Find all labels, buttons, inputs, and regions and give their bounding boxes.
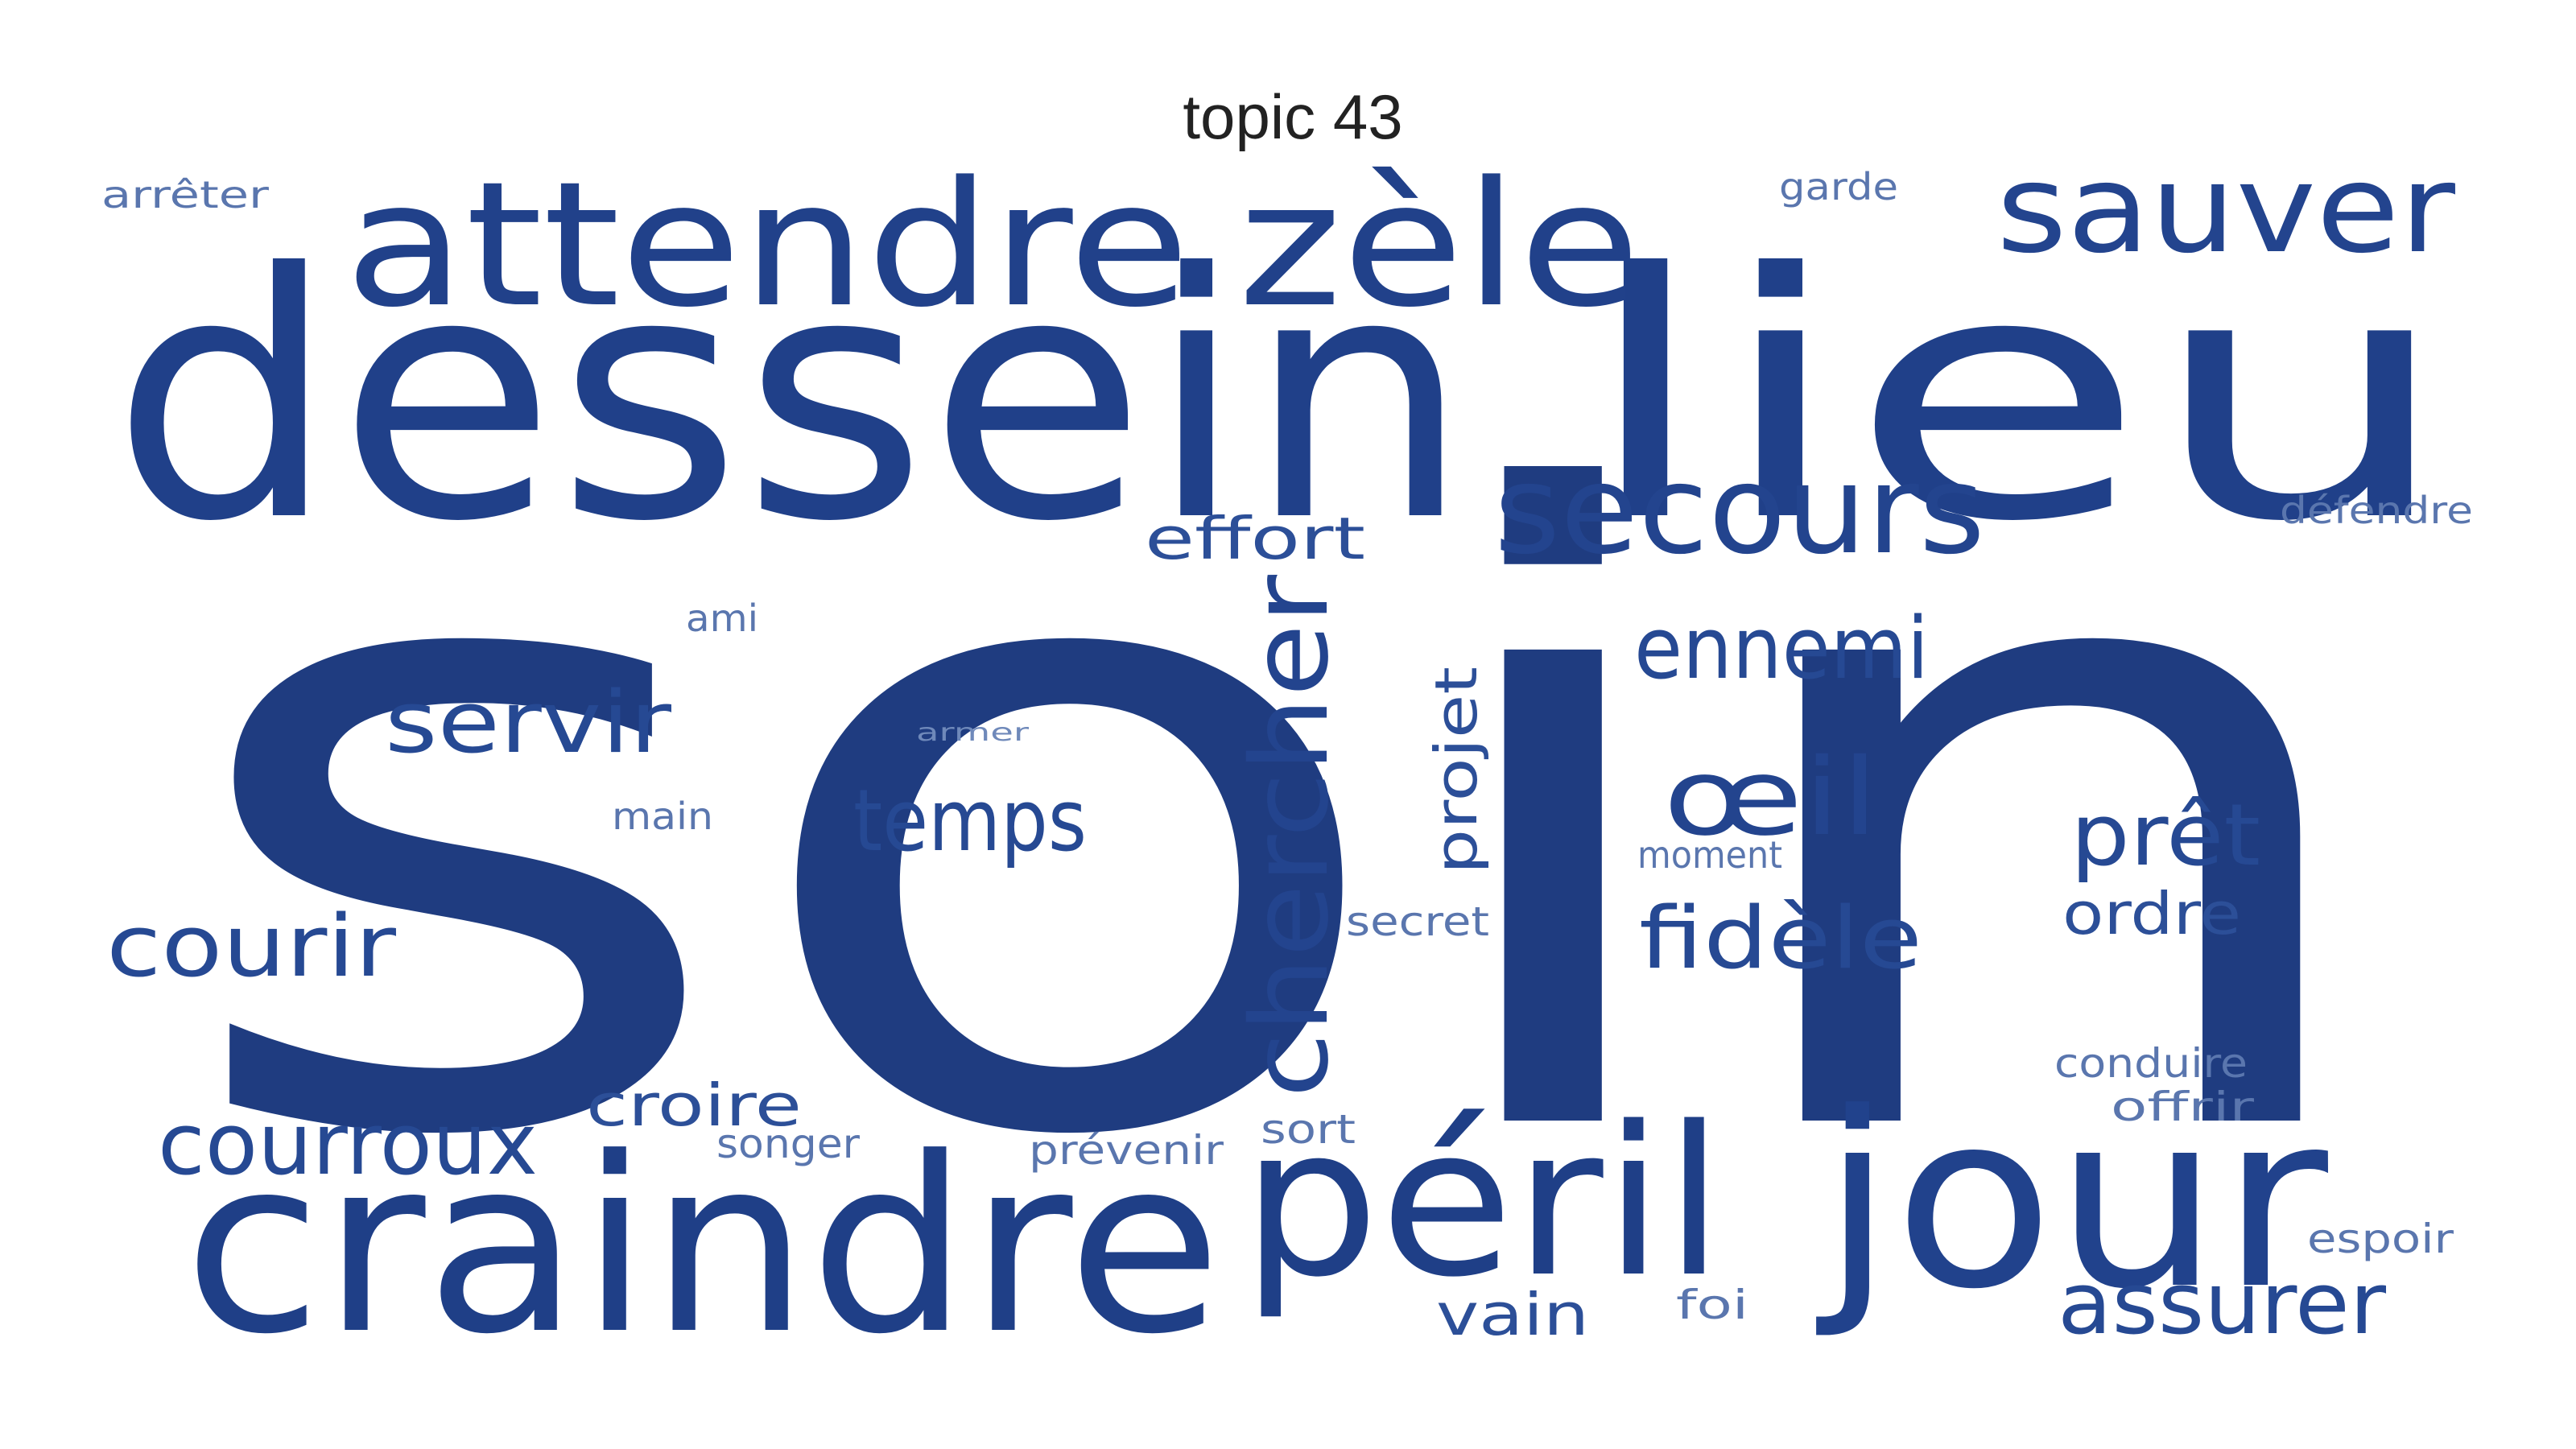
word-pret: prêt	[2070, 786, 2260, 885]
word-courroux: courroux	[158, 1095, 538, 1194]
word-oeil: œil	[1663, 736, 1879, 860]
word-craindre: craindre	[184, 1106, 1222, 1387]
word-zele: zèle	[1238, 145, 1641, 345]
word-ordre: ordre	[2062, 880, 2241, 947]
word-chercher: chercher	[1228, 574, 1352, 1098]
word-conduire: conduire	[2054, 1040, 2248, 1087]
word-dessein: dessein	[111, 202, 1472, 596]
word-sauver: sauver	[1996, 138, 2456, 280]
word-peril: péril	[1241, 1083, 1724, 1323]
word-offrir: offrir	[2111, 1084, 2255, 1130]
word-vain: vain	[1436, 1281, 1589, 1348]
word-garde: garde	[1779, 165, 1898, 208]
word-group: soin dessein lieu craindre péril jour at…	[101, 138, 2473, 1387]
word-arreter: arrêter	[101, 173, 269, 217]
word-courir: courir	[106, 897, 396, 996]
word-servir: servir	[385, 673, 671, 772]
word-assurer: assurer	[2058, 1254, 2386, 1353]
word-fidele: fidèle	[1639, 889, 1922, 988]
word-attendre: attendre	[345, 145, 1190, 345]
word-croire: croire	[586, 1071, 802, 1139]
word-jour: jour	[1813, 1061, 2331, 1342]
word-foi: foi	[1676, 1282, 1748, 1328]
word-espoir: espoir	[2307, 1216, 2454, 1262]
word-soin: soin	[171, 322, 2392, 1324]
word-secours: secours	[1494, 439, 1985, 581]
word-ennemi: ennemi	[1634, 599, 1929, 698]
word-ami: ami	[686, 597, 758, 640]
word-defendre: défendre	[2280, 489, 2473, 532]
word-prevenir: prévenir	[1029, 1127, 1224, 1174]
chart-title: topic 43	[1183, 81, 1402, 152]
word-moment: moment	[1637, 833, 1782, 877]
word-lieu: lieu	[1578, 202, 2455, 596]
word-sort: sort	[1261, 1106, 1356, 1153]
word-secret: secret	[1346, 898, 1489, 945]
word-effort: effort	[1145, 505, 1365, 572]
word-main: main	[612, 795, 713, 838]
word-temps: temps	[853, 771, 1087, 870]
word-armer: armer	[916, 719, 1030, 747]
word-projet: projet	[1422, 667, 1490, 874]
word-songer: songer	[716, 1121, 860, 1167]
